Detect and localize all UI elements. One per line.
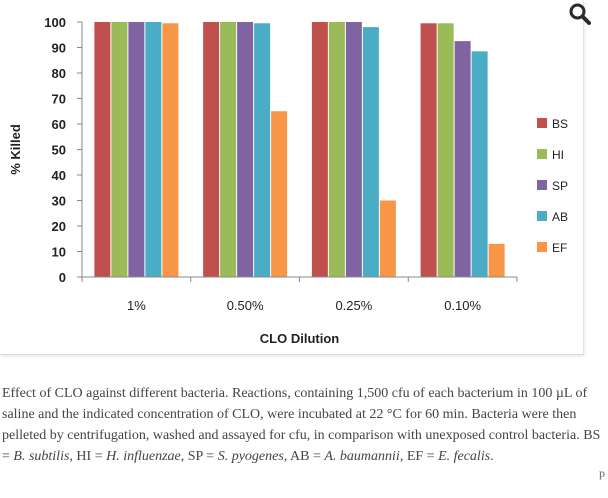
y-tick-label: 50 — [52, 143, 66, 158]
caption-text: Effect of CLO against different bacteria… — [2, 386, 601, 464]
x-axis-category-labels: 1% 0.50% 0.25% 0.10% — [127, 298, 482, 313]
magnifier-icon[interactable] — [568, 2, 592, 26]
bar-sp-3 — [454, 41, 471, 277]
legend-label-ef: EF — [552, 241, 567, 255]
chart-panel: 0 10 20 30 40 50 60 70 80 90 100 1% 0.50% 0.25% 0.10%… — [0, 0, 584, 355]
bar-ef-3 — [488, 243, 505, 277]
y-axis-title: % Killed — [8, 124, 23, 175]
x-axis-ticks — [81, 277, 518, 282]
x-category-label: 1% — [127, 298, 146, 313]
bar-bs-3 — [420, 23, 437, 278]
bar-bs-1 — [203, 22, 220, 277]
y-tick-label: 30 — [52, 194, 66, 209]
page-edge-mark: p — [599, 466, 605, 480]
caption-text: , SP = — [180, 449, 218, 464]
bar-hi-1 — [220, 22, 237, 277]
y-axis-ticks: 0 10 20 30 40 50 60 70 80 90 100 — [44, 15, 82, 285]
bar-sp-1 — [237, 22, 254, 277]
species-bs: B. subtilis — [13, 449, 70, 464]
chart-legend: BS HI SP AB EF — [537, 117, 568, 255]
bar-bs-2 — [311, 22, 328, 277]
y-tick-label: 90 — [52, 41, 66, 56]
legend-swatch-ab — [537, 211, 547, 221]
legend-label-sp: SP — [552, 179, 568, 193]
y-tick-label: 40 — [52, 168, 66, 183]
figure-caption: Effect of CLO against different bacteria… — [2, 383, 604, 467]
bar-bs-0 — [94, 22, 111, 277]
y-tick-label: 60 — [52, 117, 66, 132]
bar-ef-2 — [379, 200, 396, 277]
bar-ab-3 — [471, 51, 488, 278]
legend-swatch-ef — [537, 242, 547, 252]
x-category-label: 0.50% — [227, 298, 264, 313]
legend-label-ab: AB — [552, 210, 568, 224]
legend-label-hi: HI — [552, 148, 564, 162]
x-axis-title: CLO Dilution — [260, 331, 339, 346]
y-tick-label: 100 — [44, 15, 66, 30]
species-ab: A. baumannii — [324, 449, 400, 464]
y-tick-label: 0 — [59, 270, 66, 285]
y-tick-label: 70 — [52, 92, 66, 107]
bar-chart: 0 10 20 30 40 50 60 70 80 90 100 1% 0.50% 0.25% 0.10%… — [8, 15, 568, 346]
caption-text: . — [490, 449, 494, 464]
species-ef: E. fecalis — [438, 449, 491, 464]
caption-text: , AB = — [283, 449, 325, 464]
x-category-label: 0.10% — [444, 298, 481, 313]
legend-swatch-hi — [537, 149, 547, 159]
species-sp: S. pyogenes — [217, 449, 284, 464]
bar-series-group — [94, 22, 505, 278]
bar-ab-2 — [362, 27, 379, 277]
y-tick-label: 10 — [52, 245, 66, 260]
legend-swatch-bs — [537, 118, 547, 128]
caption-text: , HI = — [69, 449, 107, 464]
bar-sp-0 — [128, 22, 145, 277]
bar-ef-0 — [162, 23, 179, 278]
caption-text: , EF = — [399, 449, 439, 464]
bar-sp-2 — [345, 22, 362, 277]
bar-ab-1 — [254, 23, 271, 278]
x-category-label: 0.25% — [335, 298, 372, 313]
bar-ab-0 — [145, 22, 162, 277]
bar-hi-2 — [328, 22, 345, 277]
y-tick-label: 80 — [52, 66, 66, 81]
bar-hi-3 — [437, 23, 454, 278]
species-hi: H. influenzae — [106, 449, 181, 464]
legend-label-bs: BS — [552, 117, 568, 131]
legend-swatch-sp — [537, 180, 547, 190]
bar-ef-1 — [271, 111, 288, 277]
bar-hi-0 — [111, 22, 128, 277]
y-tick-label: 20 — [52, 219, 66, 234]
